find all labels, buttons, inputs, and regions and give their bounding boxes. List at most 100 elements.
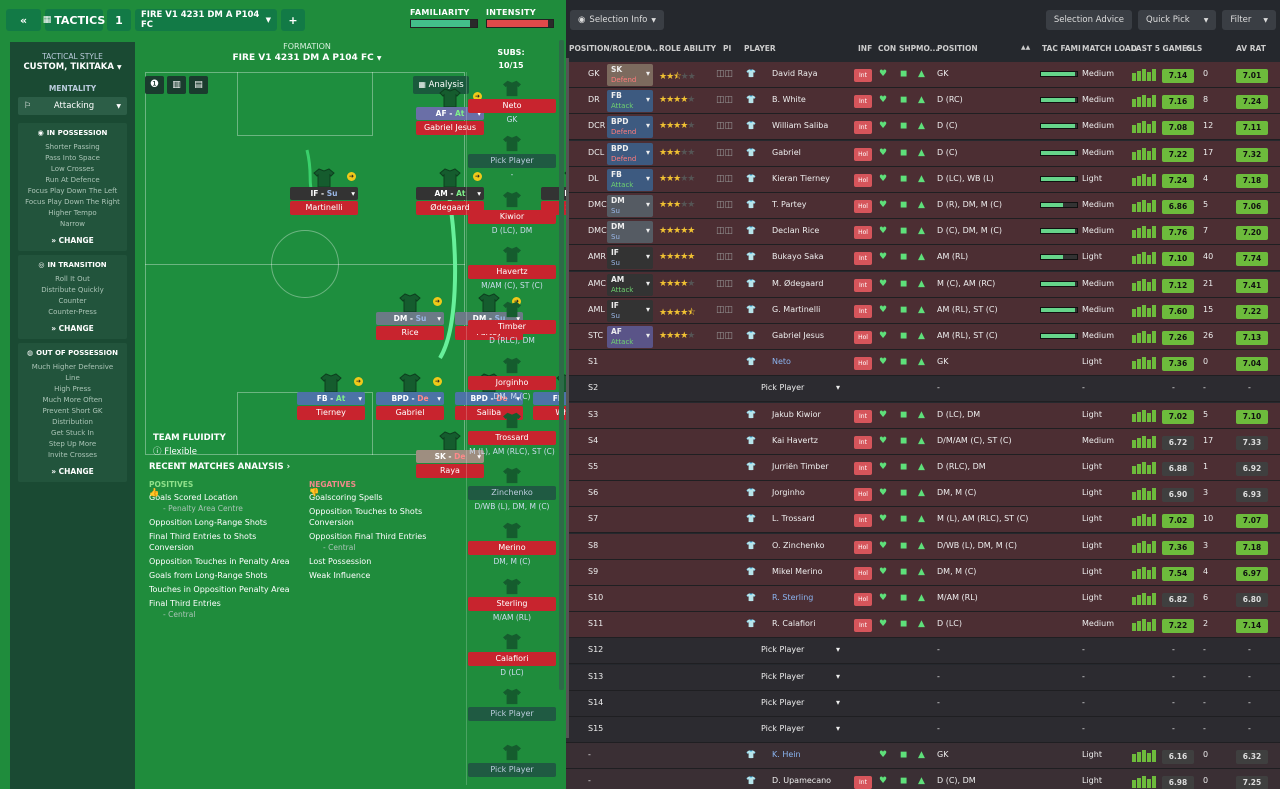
table-scrollbar[interactable] (566, 58, 569, 738)
formation-select[interactable]: FIRE V1 4231 DM A P104 FC ▼ (137, 53, 477, 63)
sub-slot[interactable]: Havertz M/AM (C), ST (C) (468, 245, 556, 290)
filter-button[interactable]: Filter ▼ (1222, 10, 1276, 30)
role-duty-select[interactable]: IF Su ▾ (607, 299, 653, 322)
familiarity-meter[interactable]: FAMILIARITY (410, 8, 478, 34)
table-row[interactable]: S7 👕 L. Trossard Int ♥ ◼ ▲ M (L), AM (RLC), ST … (566, 507, 1280, 534)
col-con[interactable]: CON (878, 44, 897, 53)
sub-slot[interactable]: Pick Player (468, 743, 556, 777)
table-row[interactable]: S1 👕 Neto Hol ♥ ◼ ▲ GK Light 7.36 0 7.04 (566, 350, 1280, 377)
table-row[interactable]: DMCR DM Su ▾ ★★★★★ ◫◫ 👕 T. Partey Hol ♥ ◼ ▲ D (R), D… (566, 193, 1280, 219)
col-tac-fami[interactable]: TAC FAMI (1042, 44, 1081, 53)
analysis-item[interactable]: 👍 Goals from Long-Range Shots (149, 488, 299, 581)
col-morale[interactable]: MO... (916, 44, 939, 53)
role-duty-select[interactable]: AM Attack ▾ (607, 273, 653, 296)
analysis-item[interactable]: 👍 Goals Scored Location (149, 488, 299, 503)
player-role[interactable]: SK - De ▾ (416, 450, 484, 463)
player-instructions-icon[interactable]: ◫◫ (716, 278, 734, 289)
player-instructions-icon[interactable]: ◫◫ (716, 226, 734, 237)
table-row[interactable]: - 👕 K. Hein ♥ ◼ ▲ GK Light 6.16 0 6.32 (566, 743, 1280, 770)
subs-scrollbar[interactable] (559, 40, 564, 690)
analysis-item[interactable]: 👍 Final Third Entries (149, 488, 299, 609)
player-name[interactable]: David Raya (772, 69, 818, 78)
table-row[interactable]: AML IF Su ▾ ★★★★⯪ ◫◫ 👕 G. Martinelli Int ♥ ◼ ▲ AM (R… (566, 297, 1280, 324)
table-row[interactable]: S13 Pick Player ▾ - - - - - (566, 664, 1280, 691)
sub-slot[interactable]: Trossard M (L), AM (RLC), ST (C) (468, 411, 556, 456)
table-row[interactable]: S15 Pick Player ▾ - - - - - (566, 717, 1280, 743)
sub-player-name[interactable]: Jorginho (468, 376, 556, 390)
role-duty-select[interactable]: SK Defend ▾ (607, 64, 653, 86)
bar-chart-icon[interactable]: ▥ (167, 76, 186, 94)
sub-slot[interactable]: Timber D (RLC), DM (468, 300, 556, 345)
player-name[interactable]: Jakub Kiwior (772, 409, 821, 419)
player-role[interactable]: IF - Su ▾ (290, 187, 358, 200)
player-role[interactable]: AF - At ▾ (416, 107, 484, 120)
player-name[interactable]: K. Hein (772, 750, 801, 760)
player-name[interactable]: R. Sterling (772, 593, 814, 602)
pitch-player[interactable]: BPD - De ▾ Gabriel ➜ (369, 371, 451, 421)
table-row[interactable]: S12 Pick Player ▾ - - - - - (566, 638, 1280, 665)
pitch-player[interactable]: SK - De▾Raya➜ (409, 429, 491, 479)
player-instructions-icon[interactable]: ◫◫ (716, 173, 734, 184)
role-duty-select[interactable]: FB Attack ▾ (607, 168, 653, 191)
sub-player-name[interactable]: Merino (468, 541, 556, 555)
col-position[interactable]: POSITION (937, 44, 978, 53)
table-row[interactable]: - 👕 D. Upamecano Int ♥ ◼ ▲ D (C), DM Light 6.98 0 7… (566, 769, 1280, 789)
sub-player-name[interactable]: Timber (468, 320, 556, 334)
player-instructions-icon[interactable]: ◫◫ (716, 200, 734, 210)
table-row[interactable]: S3 👕 Jakub Kiwior Int ♥ ◼ ▲ D (LC), DM Light 7.02… (566, 402, 1280, 429)
sub-player-name[interactable]: Pick Player (468, 154, 556, 168)
change-oop-button[interactable]: » CHANGE (51, 467, 94, 476)
player-role[interactable]: BPD - De ▾ (376, 392, 444, 405)
sub-player-name[interactable]: Havertz (468, 265, 556, 279)
role-duty-select[interactable]: BPD Defend ▾ (607, 116, 653, 139)
analysis-title[interactable]: RECENT MATCHES ANALYSIS › (149, 462, 291, 472)
role-duty-select[interactable]: AF Attack ▾ (607, 326, 653, 348)
player-name[interactable]: Gabriel (376, 406, 444, 420)
table-row[interactable]: S2 Pick Player ▾ - - - - - (566, 376, 1280, 403)
sub-player-name[interactable]: Pick Player (468, 707, 556, 721)
player-role[interactable]: FB - At ▾ (297, 392, 365, 405)
col-position-role[interactable]: POSITION/ROLE/DU... (569, 44, 659, 53)
sub-slot[interactable]: Jorginho DM, M (C) (468, 356, 556, 401)
player-instructions-icon[interactable]: ◫◫ (716, 304, 734, 315)
table-row[interactable]: S10 👕 R. Sterling Hol ♥ ◼ ▲ M/AM (RL) Light 6.82 6… (566, 586, 1280, 612)
player-instructions-icon[interactable]: ◫◫ (716, 147, 734, 158)
player-name[interactable]: Kieran Tierney (772, 173, 830, 183)
player-name[interactable]: G. Martinelli (772, 304, 821, 314)
player-name[interactable]: Neto (772, 357, 791, 367)
player-name[interactable]: Gabriel Jesus (416, 121, 484, 135)
table-row[interactable]: S8 👕 O. Zinchenko Hol ♥ ◼ ▲ D/WB (L), DM, M (C)… (566, 533, 1280, 560)
tactic-select[interactable]: FIRE V1 4231 DM A P104 FC ▼ (135, 9, 277, 31)
player-name[interactable]: Jorginho (772, 488, 805, 498)
pick-player-select[interactable]: Pick Player (761, 383, 805, 393)
sub-player-name[interactable]: Kiwior (468, 210, 556, 224)
pick-player-select[interactable]: Pick Player (761, 671, 805, 681)
sub-player-name[interactable]: Pick Player (468, 763, 556, 777)
player-role[interactable]: BPD - De ▾ (455, 392, 523, 405)
role-duty-select[interactable]: BPD Defend ▾ (607, 142, 653, 165)
table-row[interactable]: S9 👕 Mikel Merino Hol ♥ ◼ ▲ DM, M (C) Light 7.54 4… (566, 559, 1280, 586)
intensity-meter[interactable]: INTENSITY (486, 8, 554, 34)
col-role-ability[interactable]: ROLE ABILITY (659, 44, 717, 53)
sub-slot[interactable]: Kiwior D (LC), DM (468, 190, 556, 235)
player-name[interactable]: Martinelli (290, 201, 358, 215)
player-name[interactable]: L. Trossard (772, 514, 815, 524)
table-row[interactable]: S6 👕 Jorginho Hol ♥ ◼ ▲ DM, M (C) Light 6.90 3 6.93 (566, 481, 1280, 508)
selection-advice-button[interactable]: Selection Advice (1045, 10, 1133, 30)
pitch-player[interactable]: IF - Su ▾ Martinelli ➜ (283, 166, 365, 216)
table-row[interactable]: DCR BPD Defend ▾ ★★★★★ ◫◫ 👕 William Saliba Int ♥ ◼… (566, 114, 1280, 141)
role-duty-select[interactable]: DM Su ▾ (607, 195, 653, 217)
tactical-style-value[interactable]: CUSTOM, TIKITAKA ▼ (10, 62, 135, 72)
analysis-item[interactable]: 👎 Opposition Final Third Entries (309, 488, 459, 542)
pitch-player[interactable]: FB - At ▾ Tierney ➜ (290, 371, 372, 421)
sub-slot[interactable]: Zinchenko D/WB (L), DM, M (C) (468, 466, 556, 511)
sub-player-name[interactable]: Sterling (468, 597, 556, 611)
team-fluidity-value[interactable]: ⓘ Flexible (153, 445, 226, 457)
change-transition-button[interactable]: » CHANGE (51, 324, 94, 333)
player-name[interactable]: William Saliba (772, 121, 829, 131)
quick-pick-button[interactable]: Quick Pick ▼ (1138, 10, 1217, 30)
role-duty-select[interactable]: DM Su ▾ (607, 221, 653, 244)
add-tactic-button[interactable]: + (281, 9, 305, 31)
player-name[interactable]: Gabriel (772, 147, 801, 157)
table-row[interactable]: DL FB Attack ▾ ★★★★★ ◫◫ 👕 Kieran Tierney Hol ♥ ◼ ▲ D… (566, 166, 1280, 193)
